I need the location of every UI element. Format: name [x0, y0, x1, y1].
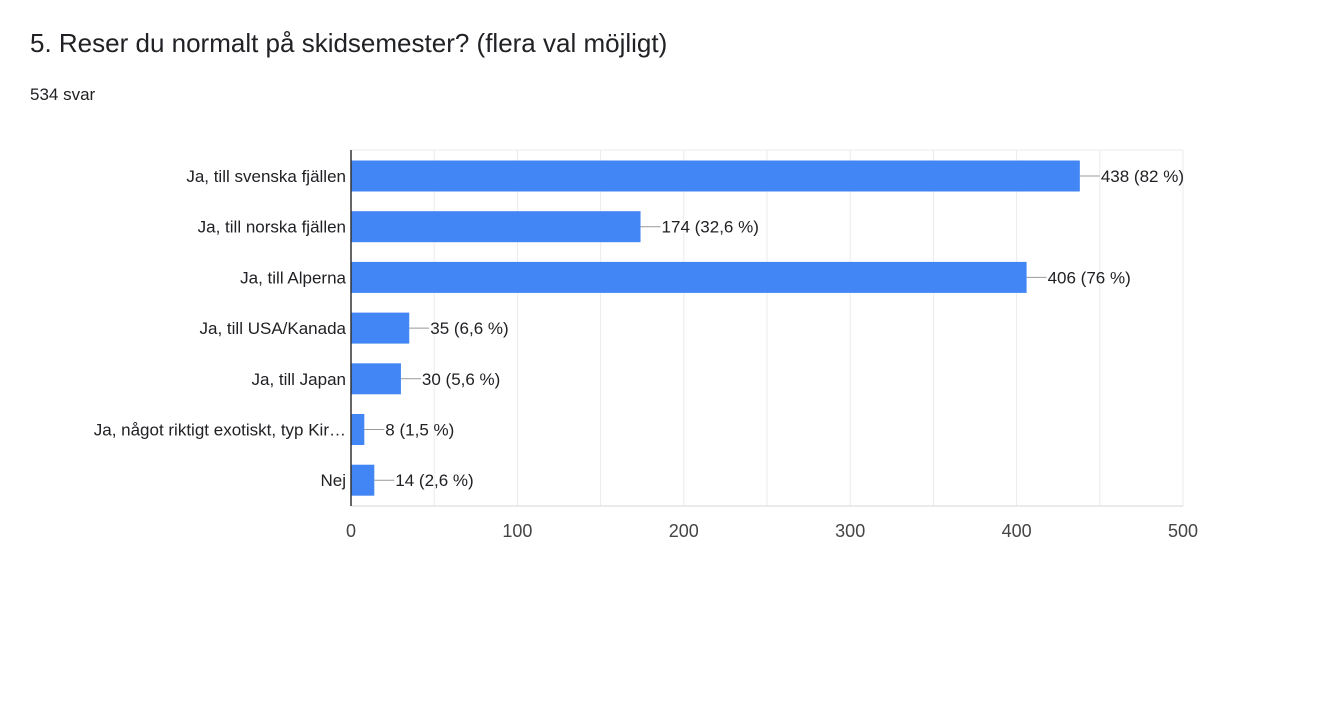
category-label: Ja, till svenska fjällen [186, 167, 346, 186]
category-label: Ja, något riktigt exotiskt, typ Kir… [94, 421, 346, 440]
data-label: 14 (2,6 %) [395, 471, 473, 490]
response-count: 534 svar [30, 85, 96, 104]
x-tick-label: 500 [1168, 521, 1198, 541]
data-label: 438 (82 %) [1101, 167, 1184, 186]
data-label: 30 (5,6 %) [422, 370, 500, 389]
data-label: 174 (32,6 %) [662, 218, 759, 237]
bar [351, 464, 375, 496]
category-label: Ja, till Alperna [240, 268, 346, 287]
chart-title: 5. Reser du normalt på skidsemester? (fl… [30, 28, 668, 58]
bars [351, 160, 1080, 496]
bar [351, 363, 401, 395]
category-label: Ja, till norska fjällen [198, 218, 346, 237]
x-tick-label: 0 [346, 521, 356, 541]
gridlines [351, 149, 1184, 507]
data-label: 35 (6,6 %) [430, 319, 508, 338]
bar [351, 261, 1027, 293]
data-label: 8 (1,5 %) [385, 421, 454, 440]
x-tick-label: 400 [1002, 521, 1032, 541]
bar [351, 414, 365, 445]
x-tick-label: 200 [669, 521, 699, 541]
category-label: Ja, till Japan [252, 370, 347, 389]
bar [351, 211, 641, 243]
category-label: Ja, till USA/Kanada [200, 319, 347, 338]
data-label: 406 (76 %) [1048, 268, 1131, 287]
bar [351, 160, 1080, 192]
category-label: Nej [320, 471, 346, 490]
bar [351, 312, 410, 344]
x-tick-label: 300 [835, 521, 865, 541]
labels: Ja, till svenska fjällen 438 (82 %) Ja, ti… [94, 167, 1198, 541]
x-tick-label: 100 [502, 521, 532, 541]
